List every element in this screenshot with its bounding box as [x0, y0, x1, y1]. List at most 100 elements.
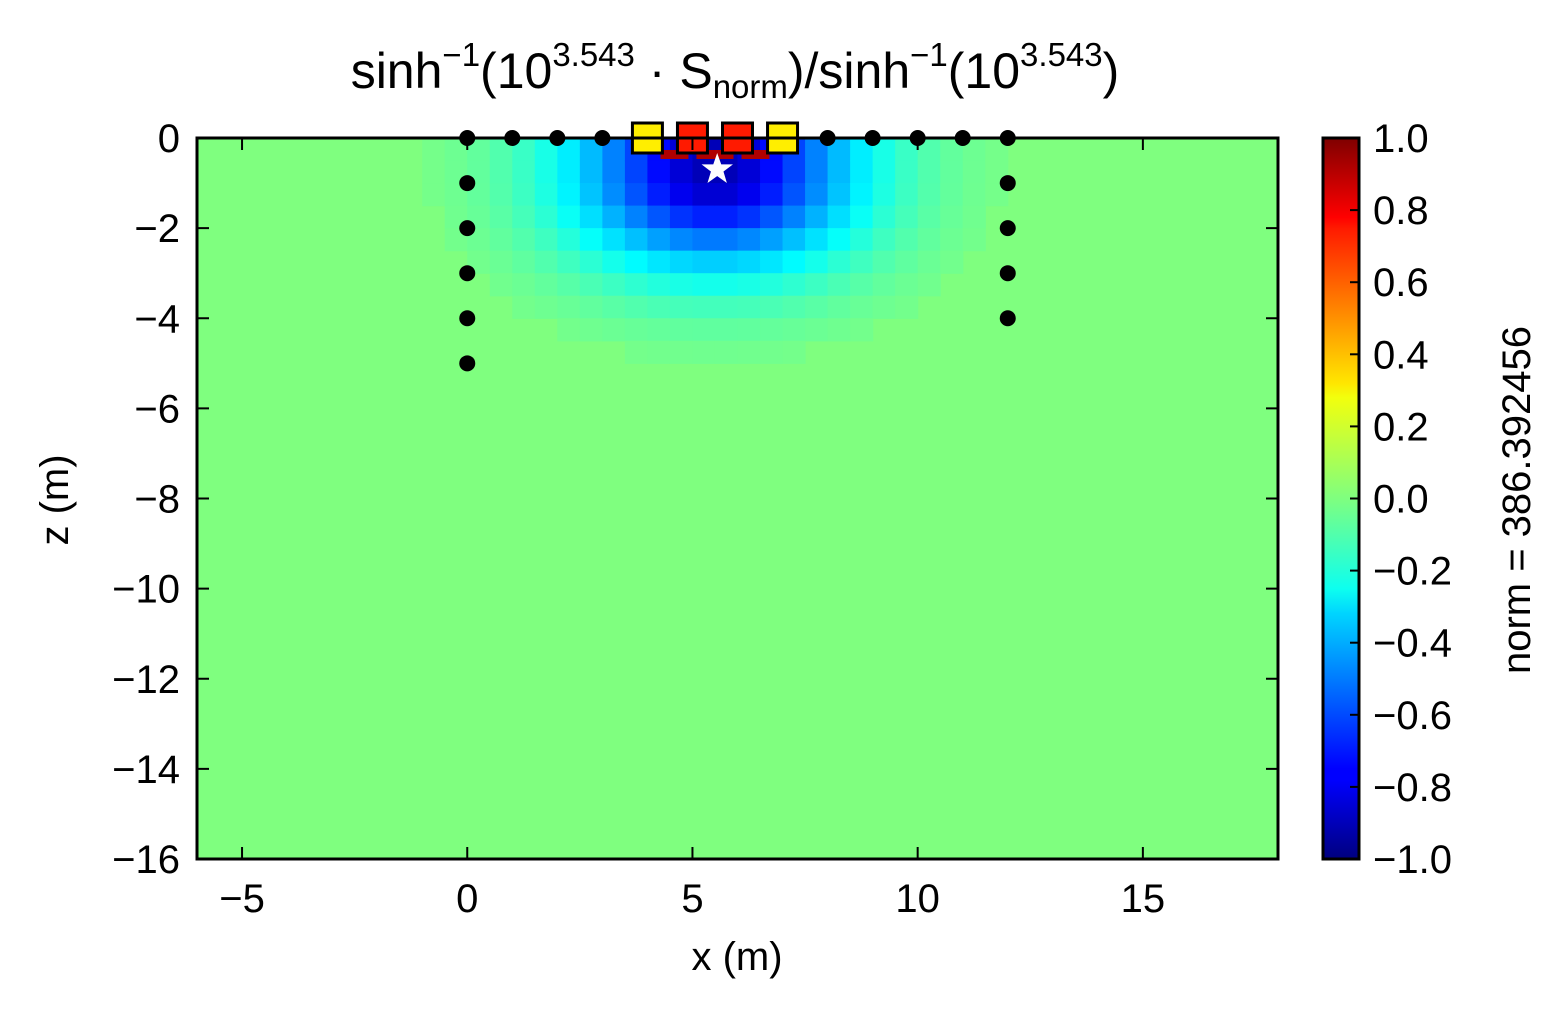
y-tick-label: 0	[158, 117, 180, 161]
heatmap-cell	[557, 160, 581, 184]
heatmap-cell	[872, 183, 896, 207]
colorbar-tick-label: 1.0	[1373, 117, 1429, 161]
near-surface-cell	[705, 150, 734, 159]
heatmap-cell	[557, 250, 581, 274]
x-axis-ticks: −5 0 5 10 15	[219, 138, 1165, 921]
heatmap-cell	[850, 273, 874, 297]
y-tick-label: −4	[134, 297, 180, 341]
heatmap-cell	[737, 250, 761, 274]
heatmap-cell	[692, 318, 716, 342]
heatmap-cell	[669, 318, 694, 342]
colorbar-tick-label: 0.4	[1373, 333, 1429, 377]
heatmap-cell	[422, 160, 446, 184]
heatmap-cell	[805, 228, 829, 252]
heatmap-cell	[669, 183, 694, 207]
heatmap-cell	[872, 228, 896, 252]
heatmap-cell	[872, 160, 896, 184]
heatmap-cell	[692, 273, 716, 297]
colorbar-tick-label: −0.4	[1373, 622, 1452, 666]
heatmap-cell	[489, 205, 513, 229]
heatmap-cell	[579, 250, 603, 274]
heatmap-cell	[579, 183, 603, 207]
heatmap-cell	[872, 250, 896, 274]
heatmap-cell	[962, 183, 986, 207]
heatmap-cell	[512, 228, 536, 252]
heatmap-cell	[917, 183, 941, 207]
chart-title: sinh−1(103.543 · Snorm)/sinh−1(103.543)	[351, 36, 1120, 105]
y-tick-label: −14	[112, 748, 180, 792]
heatmap-cell	[467, 228, 491, 252]
heatmap-cell	[962, 205, 986, 229]
borehole-electrode-right	[999, 265, 1016, 282]
heatmap-cell	[602, 318, 626, 342]
y-tick-label: −12	[112, 658, 180, 702]
heatmap-cell	[805, 295, 829, 319]
heatmap-cell	[895, 183, 919, 207]
heatmap-cell	[512, 250, 536, 274]
heatmap-cell	[512, 183, 536, 207]
heatmap-cell	[782, 340, 806, 364]
heatmap-cell	[624, 273, 649, 297]
heatmap-cell	[760, 250, 784, 274]
heatmap-cell	[602, 295, 626, 319]
heatmap-cell	[512, 205, 536, 229]
colorbar: 1.0 0.8 0.6 0.4 0.2 0.0 −0.2 −0.4 −0.6 −0.8 −1.0 n…	[1321, 117, 1539, 882]
heatmap-cell	[872, 138, 896, 162]
heatmap-cell	[827, 138, 851, 162]
heatmap-cell	[579, 295, 603, 319]
heatmap-cell	[692, 228, 716, 252]
borehole-electrode-right	[999, 220, 1016, 237]
heatmap-cell	[850, 228, 874, 252]
heatmap-cell	[602, 205, 626, 229]
heatmap-cell	[895, 295, 919, 319]
heatmap-cell	[579, 160, 603, 184]
x-tick-label: 10	[895, 877, 940, 921]
heatmap-cell	[872, 273, 896, 297]
heatmap-cell	[624, 318, 649, 342]
heatmap-cell	[647, 183, 671, 207]
heatmap-cell	[827, 183, 851, 207]
heatmap-cell	[940, 228, 964, 252]
borehole-electrode-left	[459, 220, 476, 237]
heatmap-cell	[782, 160, 806, 184]
heatmap-cell	[760, 340, 784, 364]
heatmap-cell	[647, 250, 671, 274]
heatmap-cell	[714, 228, 739, 252]
heatmap-cell	[872, 205, 896, 229]
heatmap-cell	[850, 318, 874, 342]
heatmap-cell	[917, 160, 941, 184]
heatmap-cell	[512, 273, 536, 297]
heatmap-cell	[714, 340, 739, 364]
heatmap-cell	[714, 205, 739, 229]
heatmap-cell	[669, 160, 694, 184]
colorbar-tick-label: 0.6	[1373, 261, 1429, 305]
heatmap-cell	[647, 318, 671, 342]
heatmap-cell	[624, 250, 649, 274]
heatmap-cell	[647, 295, 671, 319]
heatmap-cell	[467, 183, 491, 207]
colorbar-tick-label: 0.2	[1373, 405, 1429, 449]
heatmap-cell	[805, 318, 829, 342]
heatmap-cell	[602, 160, 626, 184]
plot-area: −5 0 5 10 15 0 −2 −4 −6 −8 −10 −12 −14 −16	[112, 117, 1280, 921]
heatmap-cell	[647, 340, 671, 364]
heatmap-cell	[422, 138, 446, 162]
y-axis-label: z (m)	[33, 454, 77, 545]
heatmap-cell	[760, 205, 784, 229]
colorbar-tick-label: −1.0	[1373, 838, 1452, 882]
source-star-marker	[701, 152, 733, 183]
y-tick-label: −10	[112, 568, 180, 612]
heatmap-cell	[624, 160, 649, 184]
heatmap-cell	[917, 205, 941, 229]
heatmap-cell	[760, 183, 784, 207]
y-tick-label: −2	[134, 207, 180, 251]
colorbar-tick-label: 0.8	[1373, 189, 1429, 233]
heatmap-cell	[557, 138, 581, 162]
heatmap-cell	[714, 318, 739, 342]
heatmap-cell	[534, 295, 558, 319]
heatmap-cell	[760, 160, 784, 184]
heatmap-cell	[940, 250, 964, 274]
heatmap-cell	[624, 205, 649, 229]
heatmap-cell	[805, 183, 829, 207]
